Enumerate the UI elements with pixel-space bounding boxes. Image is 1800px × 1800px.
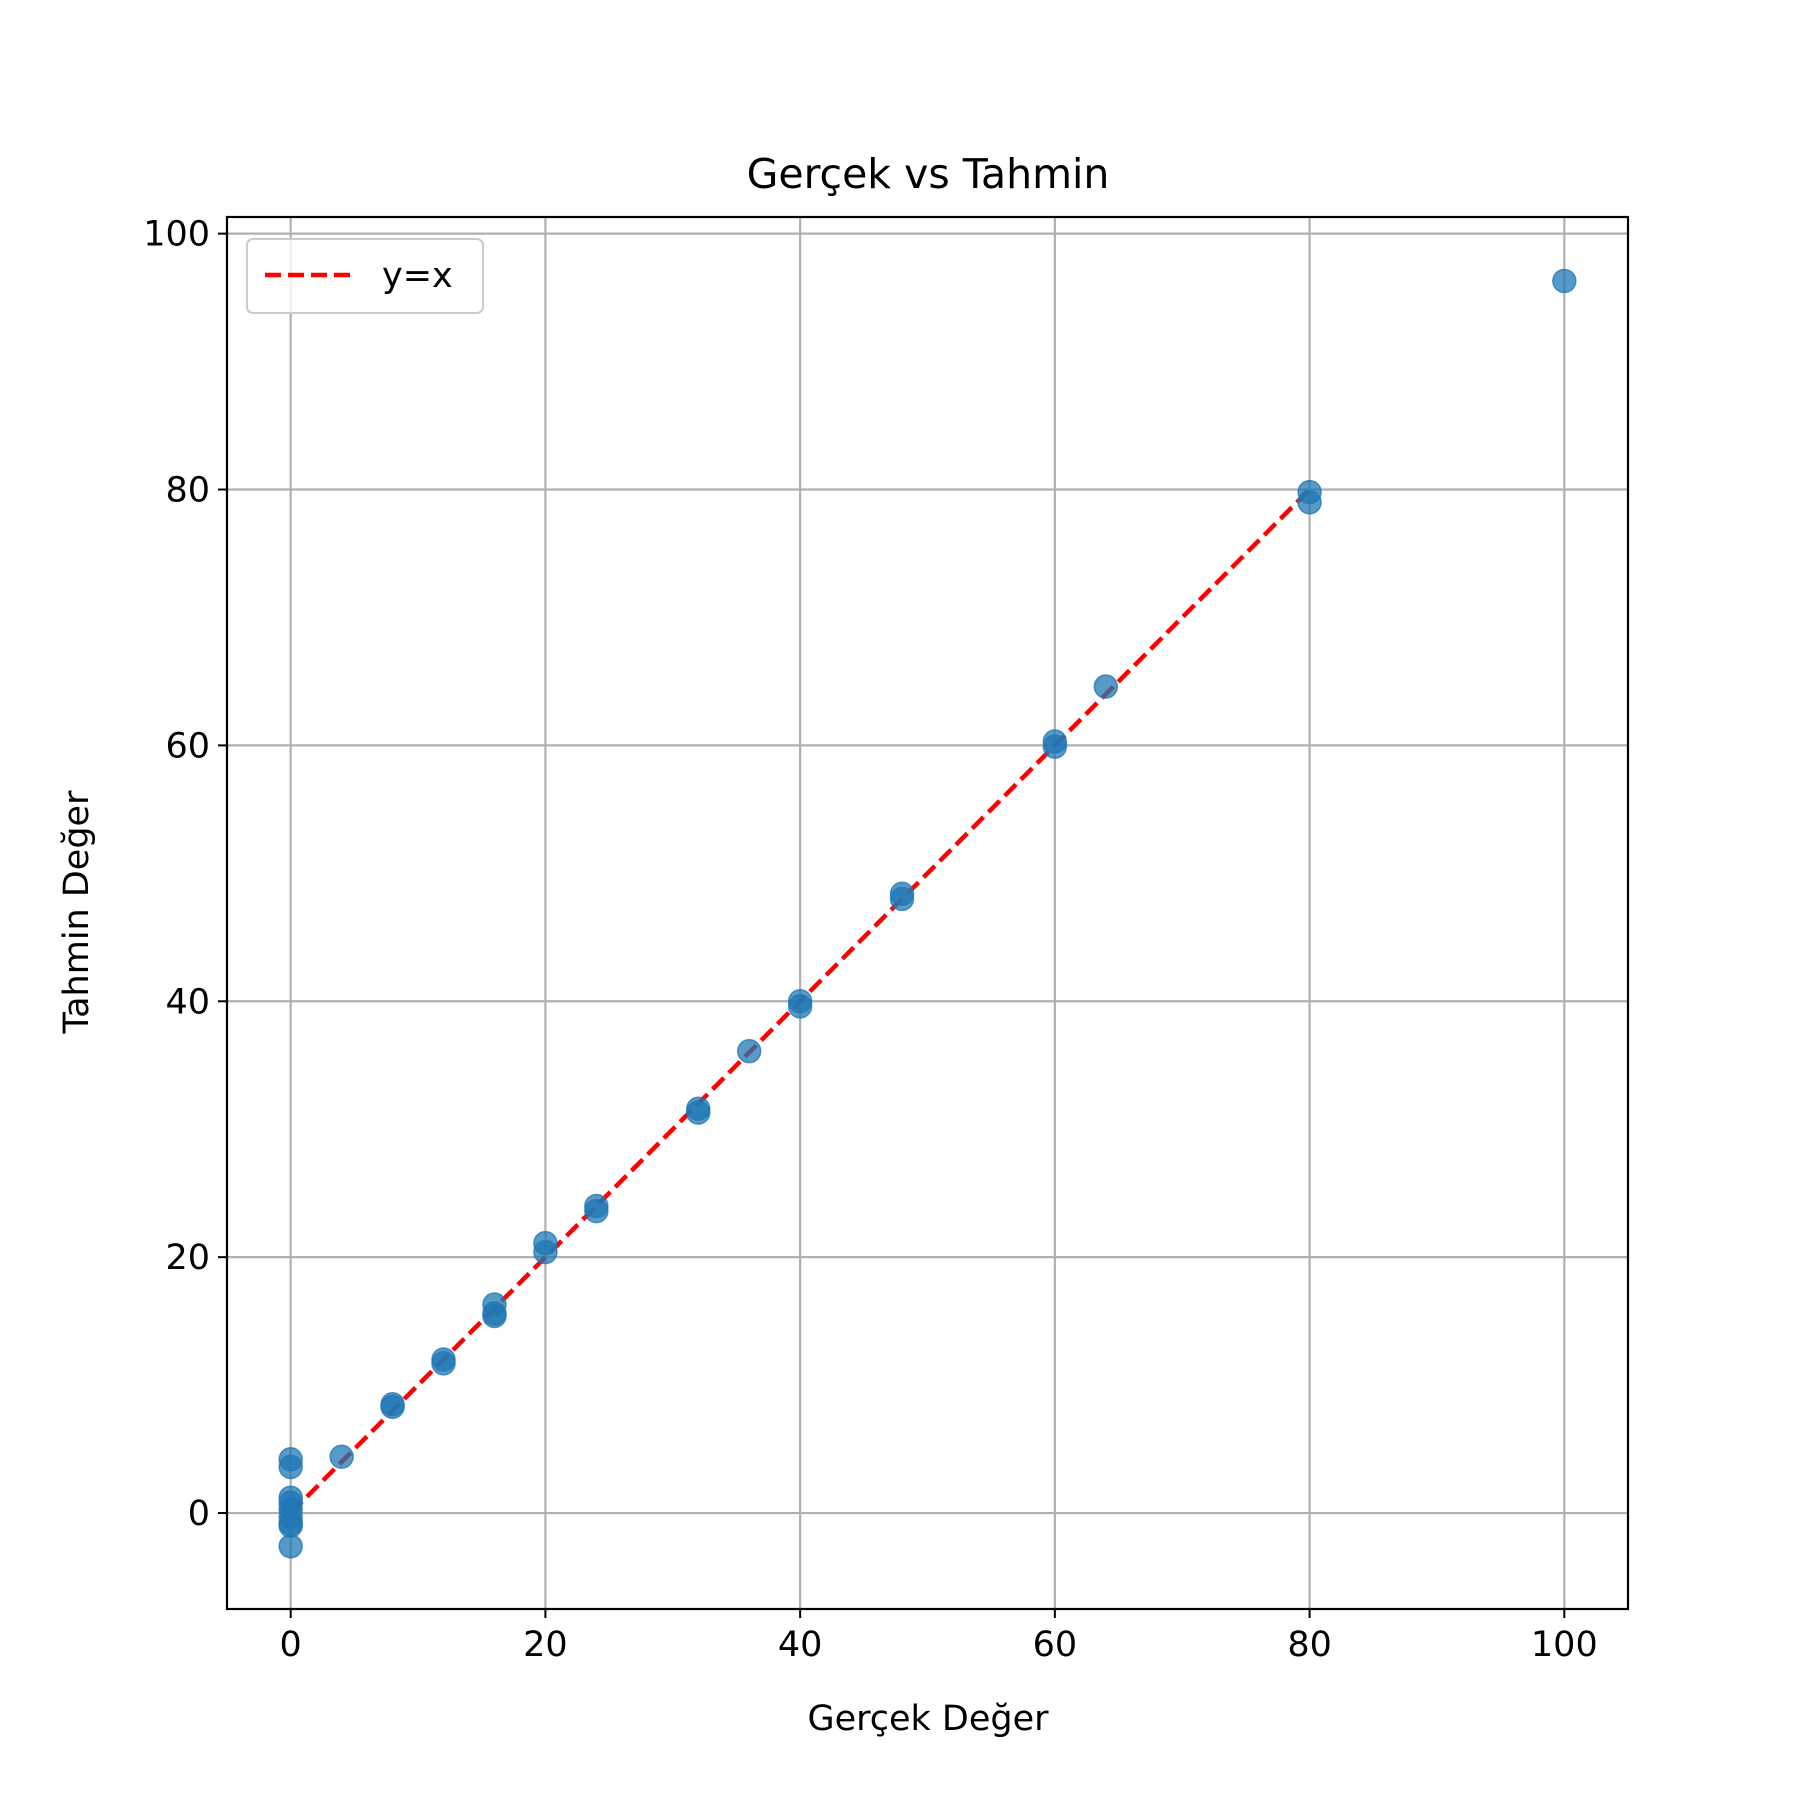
- y-tick-label: 40: [165, 982, 210, 1022]
- grid: [227, 217, 1628, 1609]
- x-tick-label: 100: [1531, 1625, 1598, 1665]
- x-tick-label: 80: [1287, 1625, 1332, 1665]
- x-tick-label: 0: [280, 1625, 302, 1665]
- y-axis-ticks: 0 20 40 60 80 100: [143, 215, 227, 1534]
- legend-label: y=x: [382, 256, 453, 296]
- scatter-point: [1552, 268, 1577, 294]
- x-axis-ticks: 0 20 40 60 80 100: [280, 1609, 1598, 1665]
- y-tick-label: 0: [188, 1494, 210, 1534]
- scatter-point: [685, 1100, 711, 1125]
- y-tick-label: 100: [143, 215, 210, 255]
- y-tick-label: 60: [165, 726, 210, 766]
- y-axis-label: Tahmin Değer: [57, 790, 97, 1035]
- scatter-point: [1042, 734, 1068, 759]
- scatter-point: [278, 1454, 303, 1480]
- scatter-point: [1093, 674, 1119, 699]
- x-tick-label: 20: [523, 1625, 568, 1665]
- x-axis-label: Gerçek Değer: [807, 1699, 1049, 1739]
- legend: y=x: [246, 238, 484, 314]
- scatter-point: [482, 1303, 507, 1329]
- scatter-point: [584, 1198, 609, 1224]
- legend-box: [246, 238, 484, 314]
- scatter-point: [278, 1534, 303, 1559]
- x-tick-label: 60: [1033, 1625, 1078, 1665]
- y-tick-label: 20: [165, 1238, 210, 1278]
- scatter-point: [431, 1351, 456, 1376]
- plot-frame: [225, 215, 1630, 1611]
- scatter-point: [533, 1239, 558, 1265]
- scatter-point: [787, 994, 813, 1019]
- scatter-point: [278, 1513, 303, 1539]
- scatter-point: [1297, 490, 1322, 515]
- scatter-point: [889, 886, 915, 912]
- scatter-point: [329, 1444, 354, 1469]
- chart-title: Gerçek vs Tahmin: [747, 150, 1110, 198]
- x-tick-label: 40: [778, 1625, 823, 1665]
- scatter-point: [736, 1038, 762, 1064]
- scatter-point: [380, 1394, 405, 1420]
- y-tick-label: 80: [165, 471, 210, 511]
- scatter-points: [278, 268, 1577, 1559]
